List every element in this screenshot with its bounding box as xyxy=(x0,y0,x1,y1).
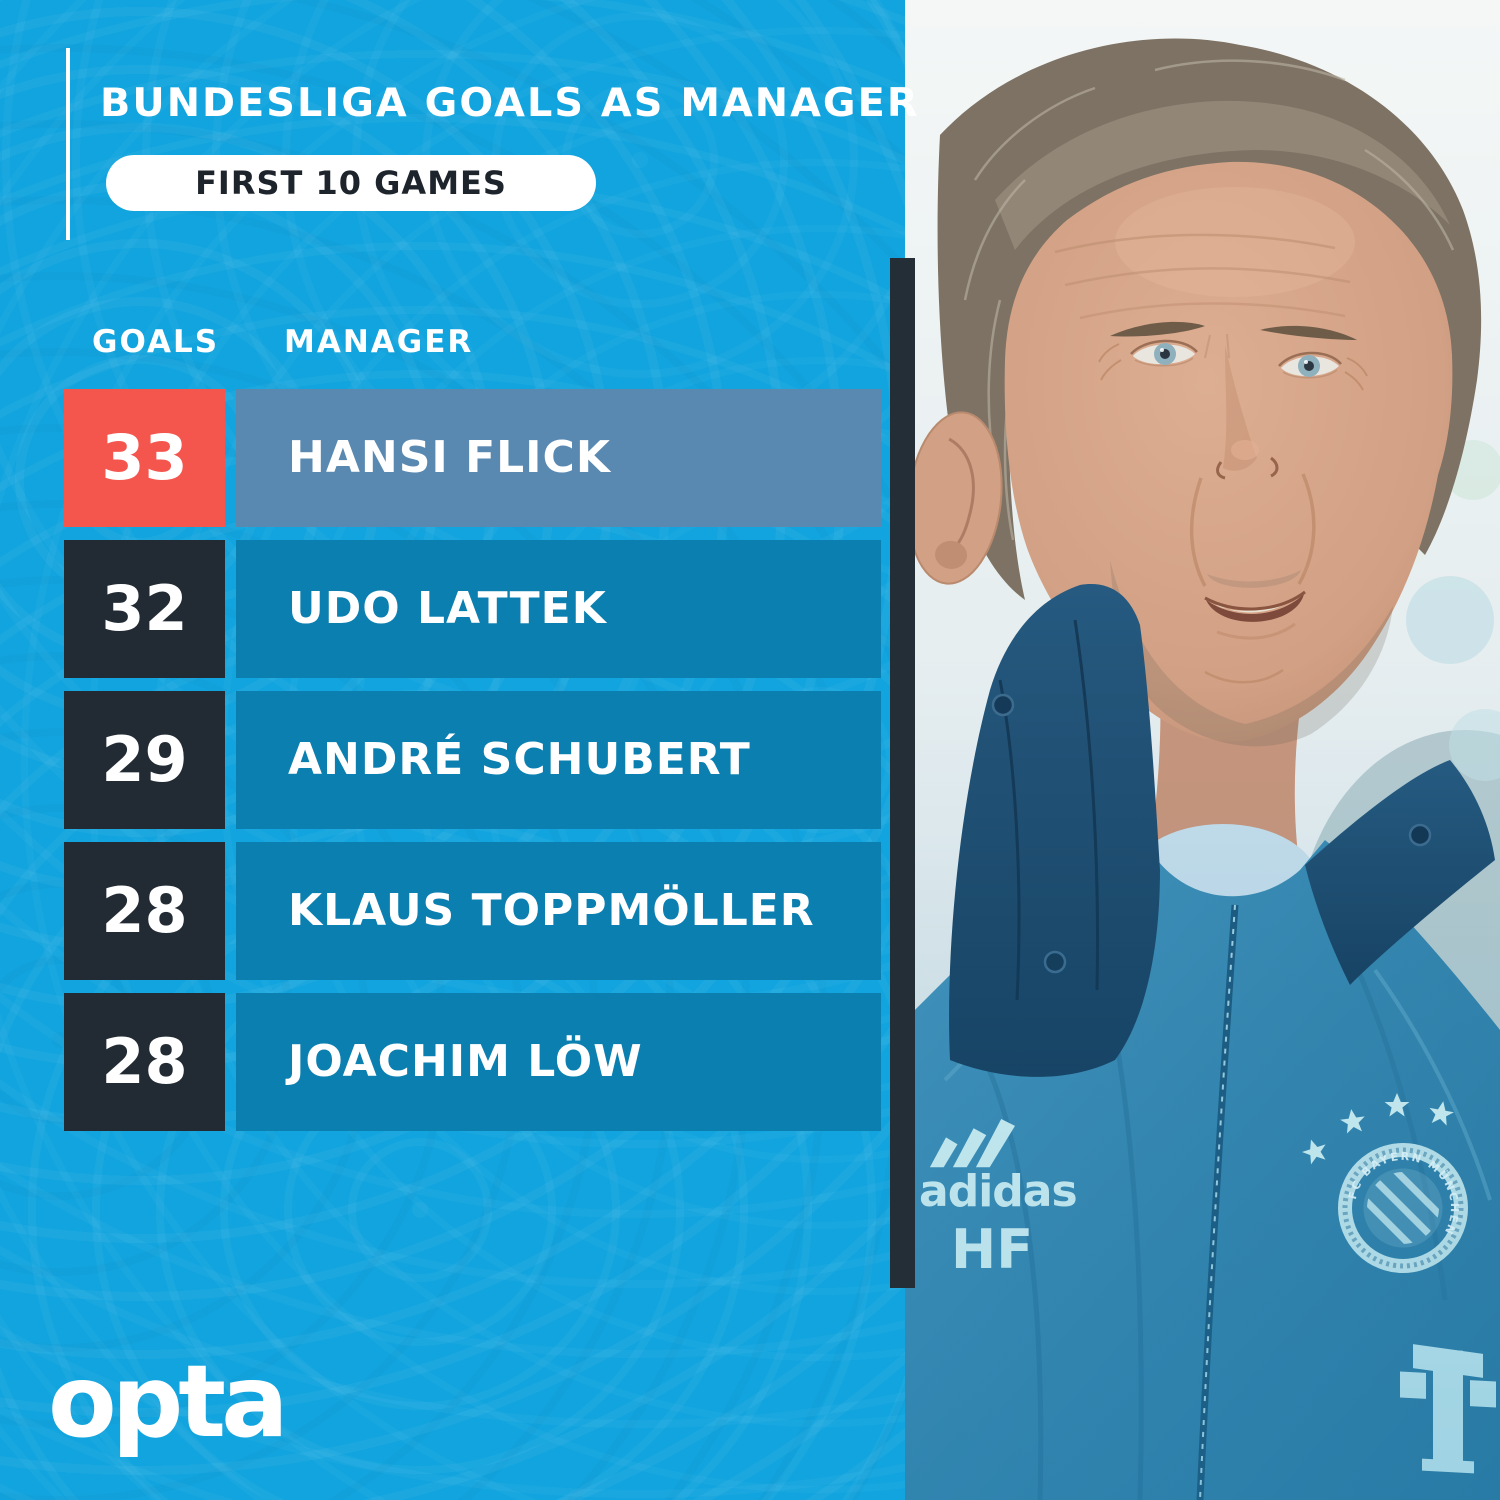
table-row: 29 ANDRÉ SCHUBERT xyxy=(64,691,881,829)
subtitle-pill-label: FIRST 10 GAMES xyxy=(195,164,507,202)
column-header-manager: MANAGER xyxy=(284,324,474,360)
photo-panel: adidas HF FC BAYERN MÜNCHEN xyxy=(905,0,1500,1500)
shadow-strip xyxy=(890,258,915,1288)
column-headers: GOALS MANAGER xyxy=(0,327,900,367)
table-row: 28 KLAUS TOPPMÖLLER xyxy=(64,842,881,980)
manager-name: ANDRÉ SCHUBERT xyxy=(236,691,881,829)
goals-value: 33 xyxy=(64,389,225,527)
goals-value: 32 xyxy=(64,540,225,678)
subtitle-pill: FIRST 10 GAMES xyxy=(106,155,596,211)
goals-value: 28 xyxy=(64,842,225,980)
accent-line xyxy=(66,48,70,240)
table-row: 32 UDO LATTEK xyxy=(64,540,881,678)
photo-tint-overlay xyxy=(905,0,1500,1500)
table-row: 33 HANSI FLICK xyxy=(64,389,881,527)
table-row: 28 JOACHIM LÖW xyxy=(64,993,881,1131)
manager-name: KLAUS TOPPMÖLLER xyxy=(236,842,881,980)
manager-table: 33 HANSI FLICK 32 UDO LATTEK 29 ANDRÉ SC… xyxy=(64,389,881,1144)
portrait-illustration: adidas HF FC BAYERN MÜNCHEN xyxy=(905,0,1500,1500)
opta-logo: opta xyxy=(48,1343,289,1460)
goals-value: 29 xyxy=(64,691,225,829)
goals-value: 28 xyxy=(64,993,225,1131)
column-header-goals: GOALS xyxy=(92,324,220,360)
manager-name: JOACHIM LÖW xyxy=(236,993,881,1131)
manager-name: HANSI FLICK xyxy=(236,389,881,527)
page-title: BUNDESLIGA GOALS AS MANAGER xyxy=(100,81,920,126)
manager-name: UDO LATTEK xyxy=(236,540,881,678)
